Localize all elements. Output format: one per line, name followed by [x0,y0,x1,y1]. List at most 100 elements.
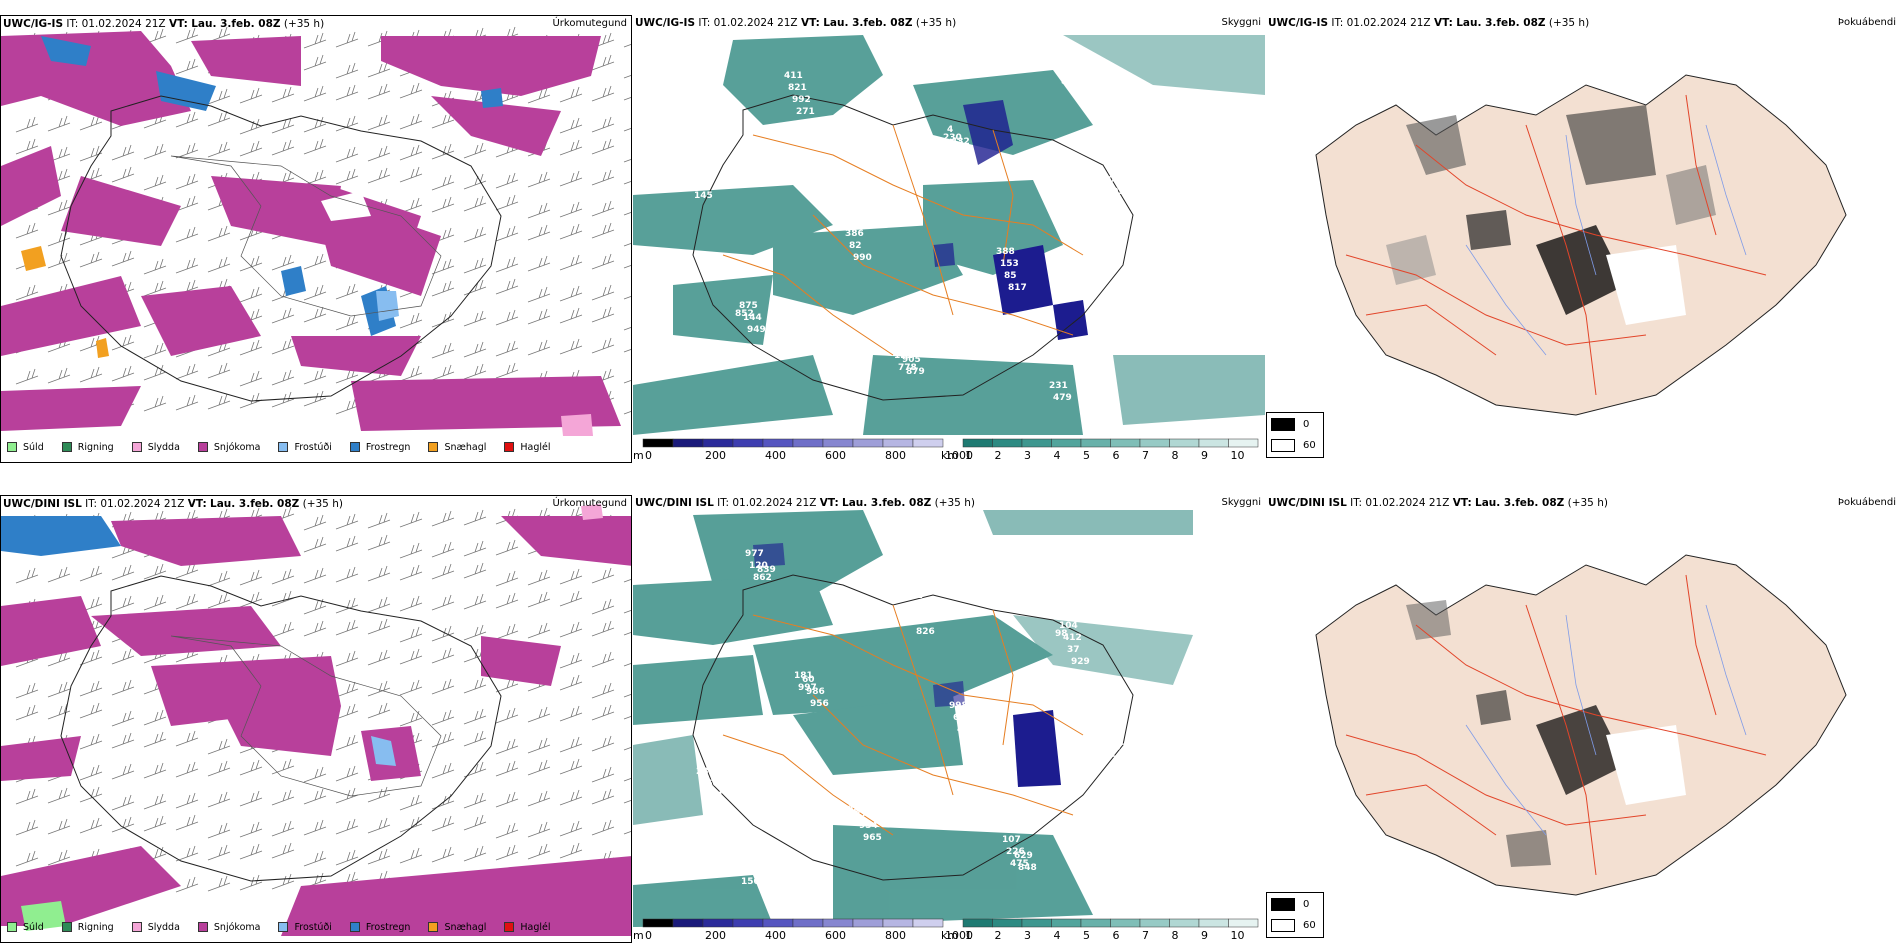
fog-panel-top: UWC/IG-IS IT: 01.02.2024 21Z VT: Lau. 3.… [1266,15,1900,463]
wind-barb [239,591,263,608]
wind-barb [143,709,167,726]
colorbar-group: m 0 200 400 600 800 1000 km 1 2 3 4 5 6 7 8 9 10 [633,437,1265,463]
wind-barb [591,735,615,752]
cloudbase-color-segment [792,438,824,448]
station-value-label: 848 [1018,863,1037,873]
precip-fields [1,31,621,436]
wind-barb [239,821,263,838]
station-value-label: 862 [753,573,772,583]
wind-barb [239,339,263,356]
wind-barb [15,819,39,836]
wind-barb [335,818,359,835]
wind-barb [399,847,423,864]
wind-barb [175,761,199,778]
wind-barb [399,794,423,811]
wind-barb [367,848,391,865]
station-value-label: 181 [794,671,813,681]
colorbar-group: m 0 200 400 600 800 1000 km 1 2 3 4 5 6 7 8 9 10 [633,917,1265,943]
wind-barb [111,794,135,811]
visibility-color-segment [1198,918,1229,928]
wind-barb [207,141,231,158]
wind-barb [367,167,391,184]
wind-barb [623,44,631,48]
station-value-label: 85 [1004,271,1017,281]
wind-barb [463,624,487,641]
wind-barb [335,619,359,636]
station-value-label: 997 [798,683,817,693]
visibility-color-segment [992,918,1023,928]
wind-barb [527,308,551,325]
legend-swatch [504,442,515,452]
wind-barb [111,679,135,696]
wind-barb [495,309,519,326]
fog-legend-row: 0 [1271,898,1309,911]
legend-swatch [349,442,360,452]
wind-barb [623,632,631,636]
legend-item: Frostregn [349,922,410,933]
wind-barb [591,598,615,615]
wind-barb [335,398,359,415]
visibility-tick-label: 6 [1113,449,1120,462]
wind-barb [623,327,631,331]
wind-barb [335,62,359,79]
wind-barb [335,314,359,331]
wind-barb [559,621,583,638]
rivers [1465,604,1747,836]
wind-barb [495,822,519,839]
wind-barb [623,610,631,614]
wind-barb [527,737,551,754]
wind-barb [399,312,423,329]
fog-map [1315,554,1847,896]
wind-barb [591,169,615,186]
wind-barb [431,143,455,160]
wind-barb [367,817,391,834]
station-value-label: 413 [957,725,976,735]
legend-swatch [197,442,208,452]
wind-barb [47,252,71,269]
wind-barb [47,787,71,804]
station-value-label: 929 [1071,657,1090,667]
wind-barb [623,159,631,163]
cloudbase-tick-label: 0 [645,449,652,462]
wind-barb [399,113,423,130]
fog-swatch [1271,418,1295,431]
wind-barb [495,256,519,273]
wind-barb [431,846,455,863]
wind-barb [591,651,615,668]
wind-barb [271,820,295,837]
wind-barb [399,648,423,665]
wind-barb [399,365,423,382]
wind-barb [15,682,39,699]
station-value-label: 905 [902,355,921,365]
legend-swatch [428,922,439,932]
wind-barb [79,817,103,834]
station-value-label: 866 [912,615,931,625]
station-value-label: 412 [1063,633,1082,643]
wind-barb [335,168,359,185]
wind-barb [303,32,327,49]
cloudbase-color-segment [912,918,944,928]
wind-barb [335,513,359,530]
wind-barb [271,621,295,638]
wind-barb [335,115,359,132]
station-value-label: 285 [696,767,715,777]
wind-barb [559,736,583,753]
road-network [722,124,1084,356]
wind-barb [335,734,359,751]
wind-barb [527,843,551,860]
wind-barb [47,681,71,698]
station-value-label: 986 [847,805,866,815]
wind-barb [399,542,423,559]
legend-swatch [428,442,439,452]
wind-barb [303,620,327,637]
panel-header: UWC/IG-IS IT: 01.02.2024 21Z VT: Lau. 3.… [3,18,627,30]
station-value-label: 107 [1002,835,1021,845]
visibility-tick-label: 4 [1054,929,1061,942]
station-value-label: 754 [969,741,988,751]
wind-barb [239,569,263,586]
station-value-label: 160 [800,119,819,129]
station-value-label: 298 [959,161,978,171]
wind-barb [527,87,551,104]
station-value-label: 946 [965,749,984,759]
wind-barb [111,763,135,780]
